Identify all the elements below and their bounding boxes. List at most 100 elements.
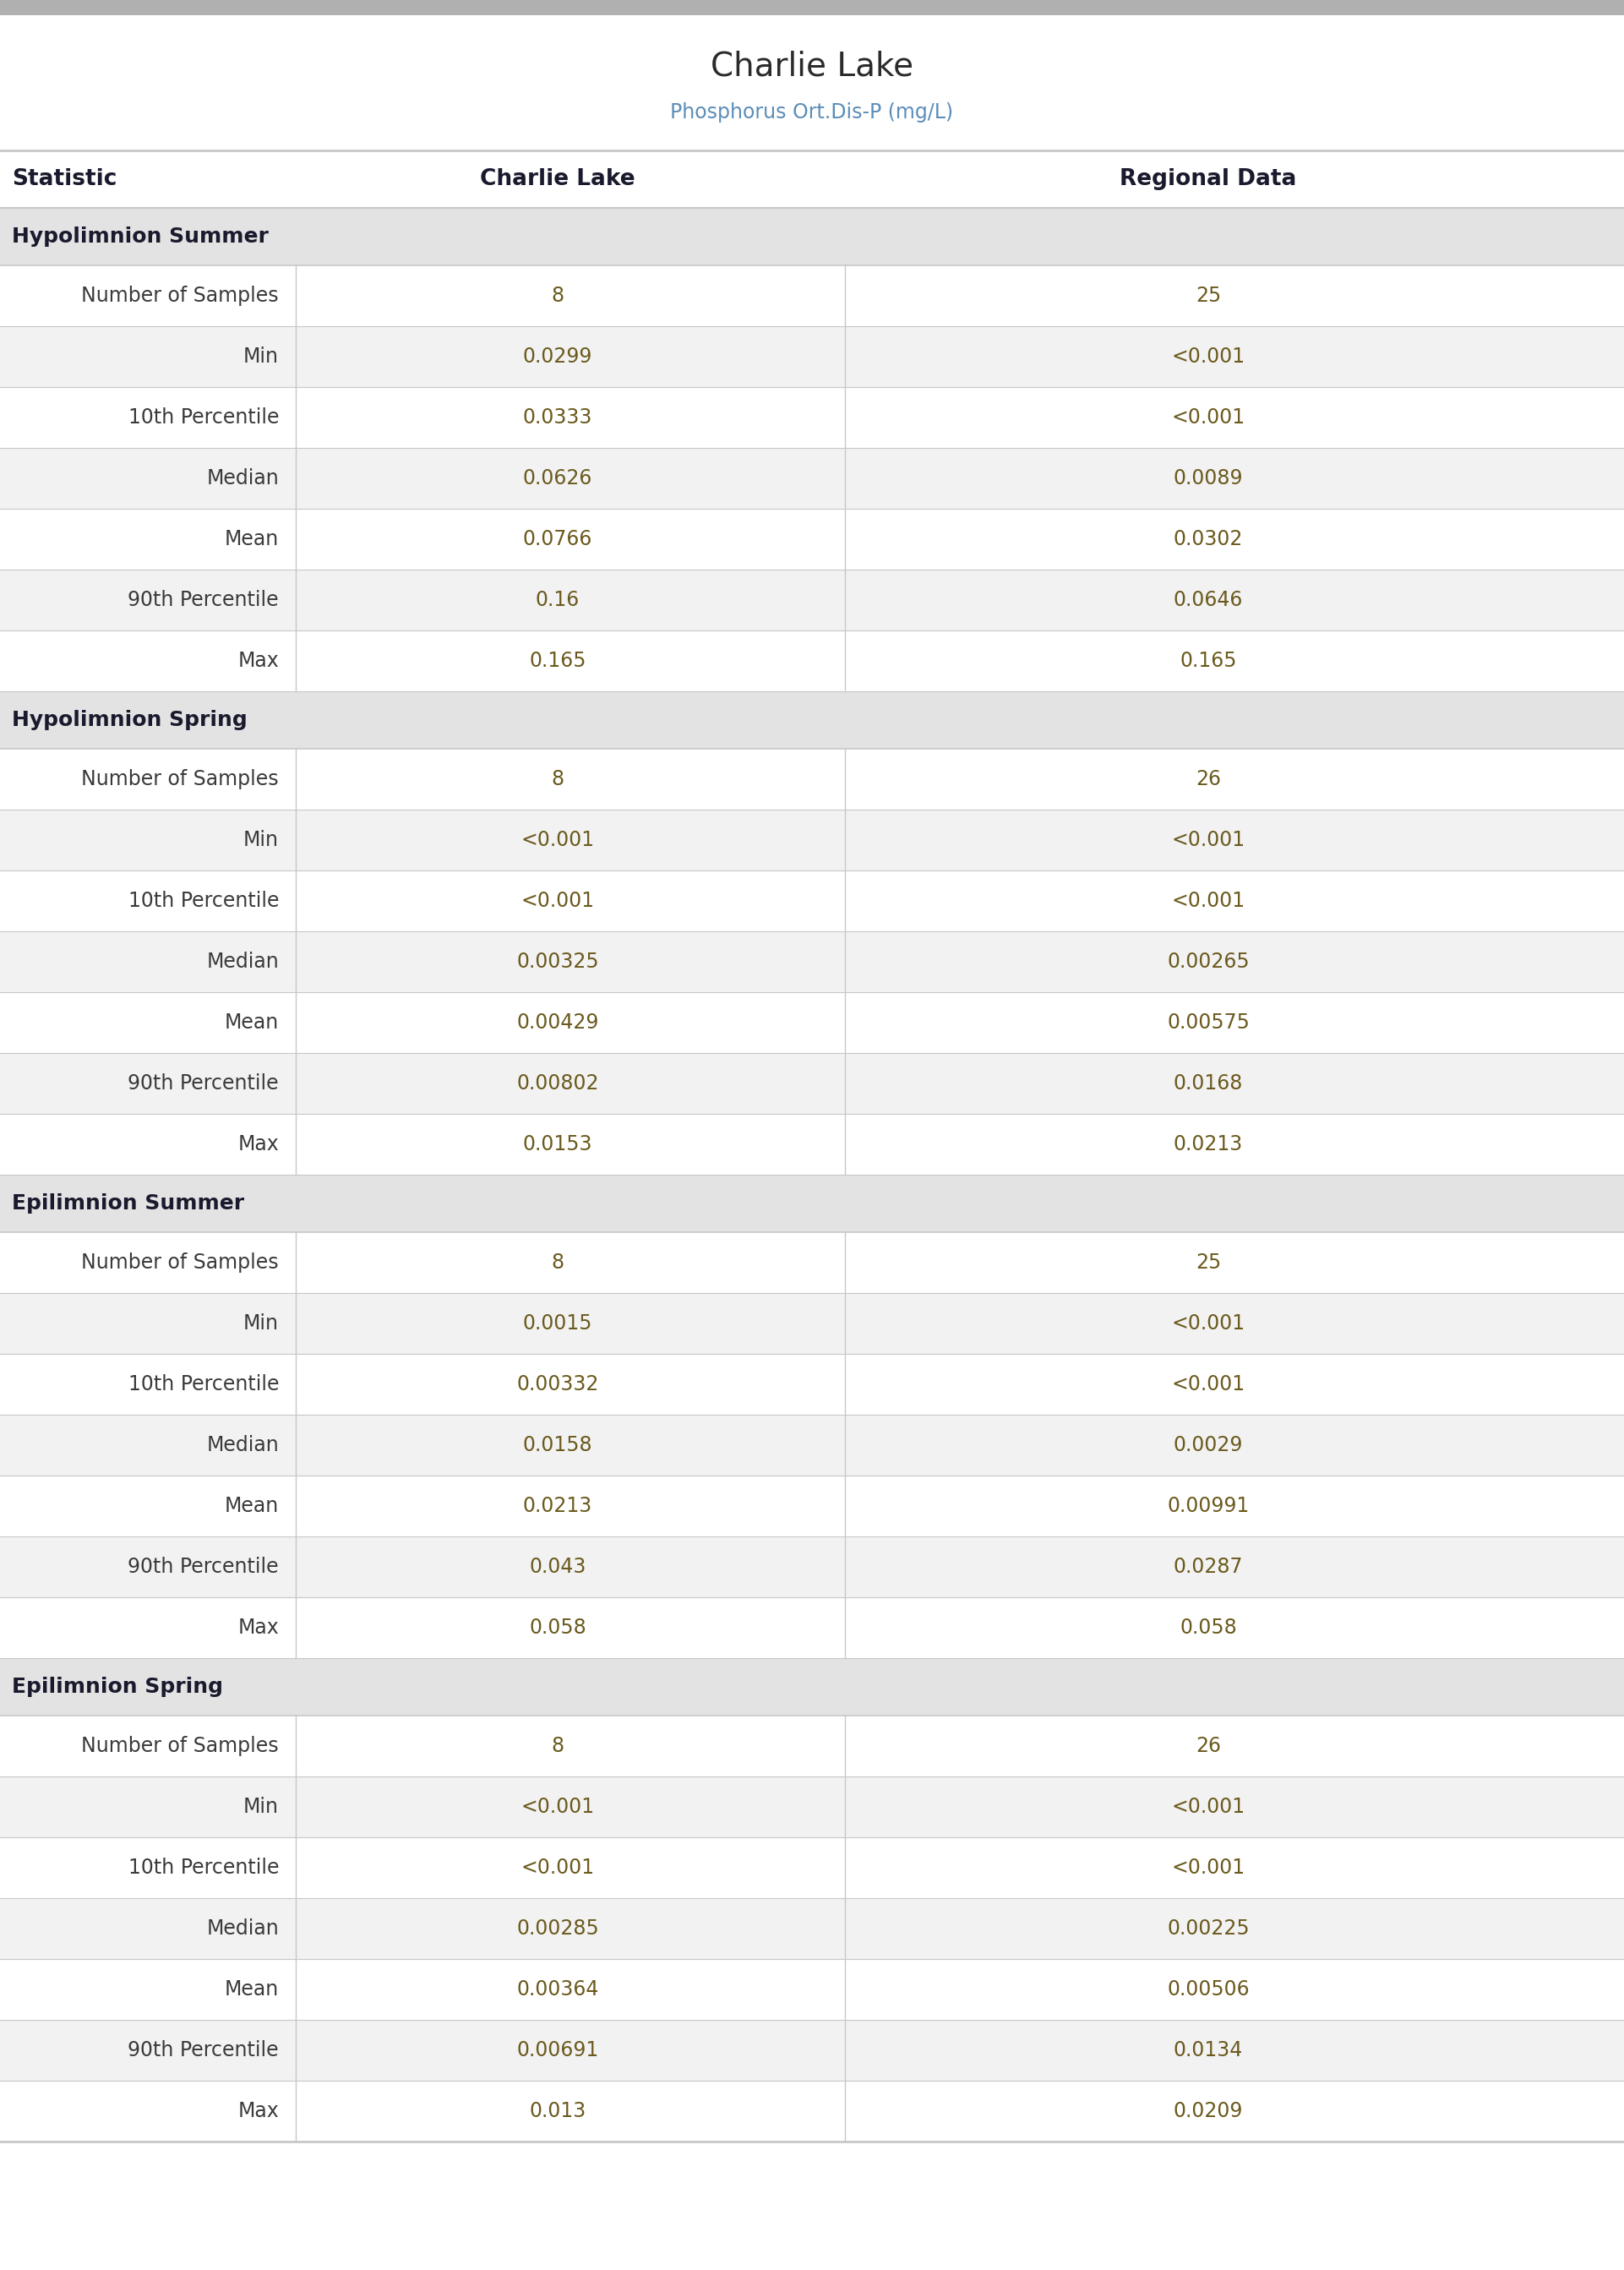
Text: Median: Median xyxy=(206,1918,279,1939)
Text: 0.00802: 0.00802 xyxy=(516,1074,599,1094)
Text: 10th Percentile: 10th Percentile xyxy=(128,890,279,910)
Text: 0.0333: 0.0333 xyxy=(523,406,593,427)
Text: 0.0029: 0.0029 xyxy=(1174,1435,1242,1455)
Bar xyxy=(0,16,1624,150)
Text: Max: Max xyxy=(237,1619,279,1639)
Text: 0.00325: 0.00325 xyxy=(516,951,599,972)
Text: <0.001: <0.001 xyxy=(1171,1798,1246,1816)
Text: <0.001: <0.001 xyxy=(1171,1857,1246,1877)
Text: Median: Median xyxy=(206,951,279,972)
Bar xyxy=(0,266,1624,327)
Bar xyxy=(0,0,1624,16)
Text: 0.058: 0.058 xyxy=(529,1619,586,1639)
Bar xyxy=(0,1959,1624,2020)
Text: 10th Percentile: 10th Percentile xyxy=(128,406,279,427)
Text: 0.0626: 0.0626 xyxy=(523,468,593,488)
Text: Min: Min xyxy=(244,831,279,851)
Bar xyxy=(0,1657,1624,1716)
Text: 0.165: 0.165 xyxy=(1179,651,1237,672)
Text: 0.0153: 0.0153 xyxy=(523,1135,593,1155)
Bar xyxy=(0,1716,1624,1777)
Bar xyxy=(0,1115,1624,1174)
Text: <0.001: <0.001 xyxy=(1171,890,1246,910)
Text: Phosphorus Ort.Dis-P (mg/L): Phosphorus Ort.Dis-P (mg/L) xyxy=(671,102,953,123)
Text: Mean: Mean xyxy=(224,529,279,549)
Bar xyxy=(0,692,1624,749)
Text: 0.058: 0.058 xyxy=(1179,1619,1237,1639)
Text: 0.0089: 0.0089 xyxy=(1174,468,1242,488)
Bar xyxy=(0,1537,1624,1598)
Text: 0.0302: 0.0302 xyxy=(1174,529,1242,549)
Text: Max: Max xyxy=(237,651,279,672)
Text: 90th Percentile: 90th Percentile xyxy=(128,590,279,611)
Text: 0.00691: 0.00691 xyxy=(516,2041,599,2061)
Bar xyxy=(0,327,1624,388)
Bar xyxy=(0,447,1624,508)
Text: <0.001: <0.001 xyxy=(1171,1314,1246,1332)
Bar xyxy=(0,2020,1624,2082)
Text: 0.00285: 0.00285 xyxy=(516,1918,599,1939)
Text: Min: Min xyxy=(244,347,279,368)
Text: <0.001: <0.001 xyxy=(521,890,594,910)
Bar xyxy=(0,1476,1624,1537)
Text: 90th Percentile: 90th Percentile xyxy=(128,2041,279,2061)
Text: 0.16: 0.16 xyxy=(536,590,580,611)
Text: 10th Percentile: 10th Percentile xyxy=(128,1373,279,1394)
Text: 0.00265: 0.00265 xyxy=(1168,951,1249,972)
Text: Min: Min xyxy=(244,1798,279,1816)
Text: 8: 8 xyxy=(551,770,564,790)
Text: Number of Samples: Number of Samples xyxy=(81,1737,279,1757)
Text: Charlie Lake: Charlie Lake xyxy=(711,50,913,82)
Bar xyxy=(0,810,1624,869)
Text: 0.0209: 0.0209 xyxy=(1174,2102,1242,2120)
Bar xyxy=(0,1353,1624,1414)
Text: 0.00575: 0.00575 xyxy=(1168,1012,1249,1033)
Text: 0.043: 0.043 xyxy=(529,1557,586,1578)
Bar xyxy=(0,631,1624,692)
Text: Hypolimnion Spring: Hypolimnion Spring xyxy=(11,711,247,731)
Bar xyxy=(0,1598,1624,1657)
Bar xyxy=(0,388,1624,447)
Text: Epilimnion Summer: Epilimnion Summer xyxy=(11,1194,244,1214)
Text: <0.001: <0.001 xyxy=(521,831,594,851)
Text: <0.001: <0.001 xyxy=(1171,347,1246,368)
Text: <0.001: <0.001 xyxy=(1171,1373,1246,1394)
Text: 10th Percentile: 10th Percentile xyxy=(128,1857,279,1877)
Text: <0.001: <0.001 xyxy=(1171,831,1246,851)
Text: Epilimnion Spring: Epilimnion Spring xyxy=(11,1678,222,1698)
Text: 90th Percentile: 90th Percentile xyxy=(128,1557,279,1578)
Bar xyxy=(0,1414,1624,1476)
Bar xyxy=(0,570,1624,631)
Text: Number of Samples: Number of Samples xyxy=(81,770,279,790)
Text: 26: 26 xyxy=(1195,1737,1221,1757)
Bar xyxy=(0,749,1624,810)
Bar xyxy=(0,1836,1624,1898)
Text: 0.0766: 0.0766 xyxy=(523,529,593,549)
Bar xyxy=(0,150,1624,209)
Text: 0.013: 0.013 xyxy=(529,2102,586,2120)
Text: Number of Samples: Number of Samples xyxy=(81,286,279,306)
Text: Mean: Mean xyxy=(224,1496,279,1516)
Text: Median: Median xyxy=(206,1435,279,1455)
Text: Mean: Mean xyxy=(224,1979,279,2000)
Bar xyxy=(0,1233,1624,1294)
Text: Median: Median xyxy=(206,468,279,488)
Bar xyxy=(0,209,1624,266)
Text: 0.0158: 0.0158 xyxy=(523,1435,593,1455)
Text: 26: 26 xyxy=(1195,770,1221,790)
Text: 0.0213: 0.0213 xyxy=(1174,1135,1242,1155)
Text: 25: 25 xyxy=(1195,286,1221,306)
Text: 0.165: 0.165 xyxy=(529,651,586,672)
Text: 0.00506: 0.00506 xyxy=(1168,1979,1249,2000)
Text: 8: 8 xyxy=(551,1253,564,1273)
Text: 0.0168: 0.0168 xyxy=(1174,1074,1242,1094)
Bar xyxy=(0,2141,1624,2270)
Text: 8: 8 xyxy=(551,1737,564,1757)
Text: Statistic: Statistic xyxy=(11,168,117,191)
Bar xyxy=(0,931,1624,992)
Text: 90th Percentile: 90th Percentile xyxy=(128,1074,279,1094)
Text: 0.00332: 0.00332 xyxy=(516,1373,599,1394)
Bar xyxy=(0,1294,1624,1353)
Text: Hypolimnion Summer: Hypolimnion Summer xyxy=(11,227,268,247)
Bar xyxy=(0,869,1624,931)
